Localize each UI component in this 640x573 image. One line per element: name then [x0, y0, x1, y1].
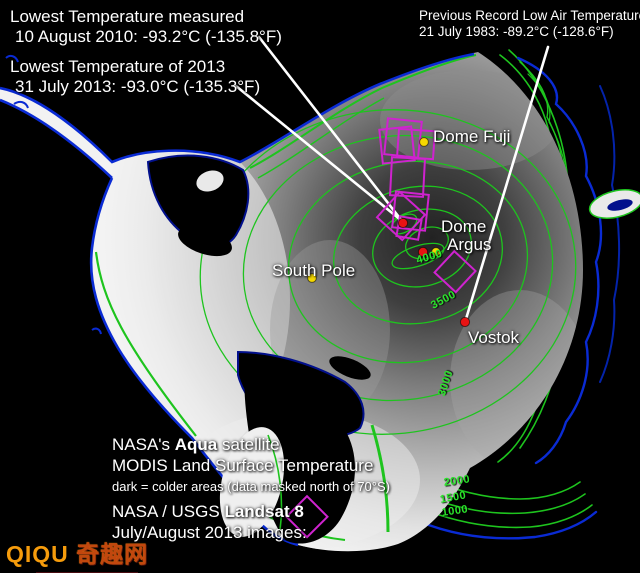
legend-landsat-line1: NASA / USGS Landsat 8 [112, 501, 307, 522]
landsat-legend-swatch [285, 494, 329, 539]
annotation-line: Lowest Temperature measured [10, 7, 245, 26]
watermark-brand-latin: QIQU [6, 541, 69, 567]
legend-aqua-bold: Aqua [174, 435, 218, 454]
legend-landsat: NASA / USGS Landsat 8 July/August 2013 i… [112, 501, 307, 543]
site-markers [307, 137, 471, 328]
legend-aqua-line2: MODIS Land Surface Temperature [112, 456, 374, 475]
place-label-vostok: Vostok [468, 328, 520, 347]
annotation-line: 10 August 2010: -93.2°C (-135.8°F) [15, 27, 282, 46]
legend-text: satellite [217, 435, 280, 454]
offshore-islands [5, 54, 102, 335]
annotation-line: Previous Record Low Air Temperature [419, 8, 640, 23]
annotation-record-2013: Lowest Temperature of 2013 31 July 2013:… [10, 57, 260, 97]
annotation-record-measured: Lowest Temperature measured 10 August 20… [10, 7, 282, 47]
marker-dome-fuji [419, 137, 429, 147]
marker-dome-argus-red [417, 246, 429, 258]
annotation-line: 31 July 2013: -93.0°C (-135.3°F) [15, 77, 261, 96]
place-label-dome-fuji: Dome Fuji [433, 127, 511, 146]
place-label-south-pole: South Pole [272, 261, 356, 280]
legend-landsat-bold: Landsat 8 [224, 502, 304, 521]
legend-text: NASA / USGS [112, 502, 225, 521]
legend-aqua-line3: dark = colder areas (data masked north o… [112, 479, 390, 494]
legend-text: NASA's [112, 435, 175, 454]
foot-contour [267, 434, 283, 531]
marker-record-site [397, 217, 409, 229]
annotation-line: 21 July 1983: -89.2°C (-128.6°F) [419, 24, 614, 39]
annotation-line: Lowest Temperature of 2013 [10, 57, 226, 76]
annotation-record-previous: Previous Record Low Air Temperature 21 J… [419, 8, 640, 40]
weddell-bay [146, 154, 250, 257]
marker-south-pole [307, 273, 317, 283]
watermark-brand-cjk: 奇趣网 [76, 541, 149, 567]
watermark-brand: QIQU 奇趣网 [6, 535, 148, 569]
leader-2010 [257, 35, 404, 223]
leader-2013 [234, 84, 404, 223]
legend-landsat-line2: July/August 2013 images: [112, 523, 307, 542]
leader-1983 [464, 45, 550, 321]
marker-vostok [459, 316, 471, 328]
legend-aqua-line1: NASA's Aqua satellite [112, 434, 390, 455]
watermark: QIQU 奇趣网 www.4908.cn [6, 535, 148, 573]
place-label-dome-argus-1: Dome [441, 217, 487, 236]
leader-lines [234, 35, 550, 321]
legend-aqua-modis: NASA's Aqua satellite MODIS Land Surface… [112, 434, 390, 497]
west-foot-ice [219, 427, 285, 537]
marker-dome-argus-yellow [431, 247, 441, 257]
place-label-dome-argus-2: Argus [447, 235, 492, 254]
landsat-footprint-dome-argus [433, 249, 477, 294]
